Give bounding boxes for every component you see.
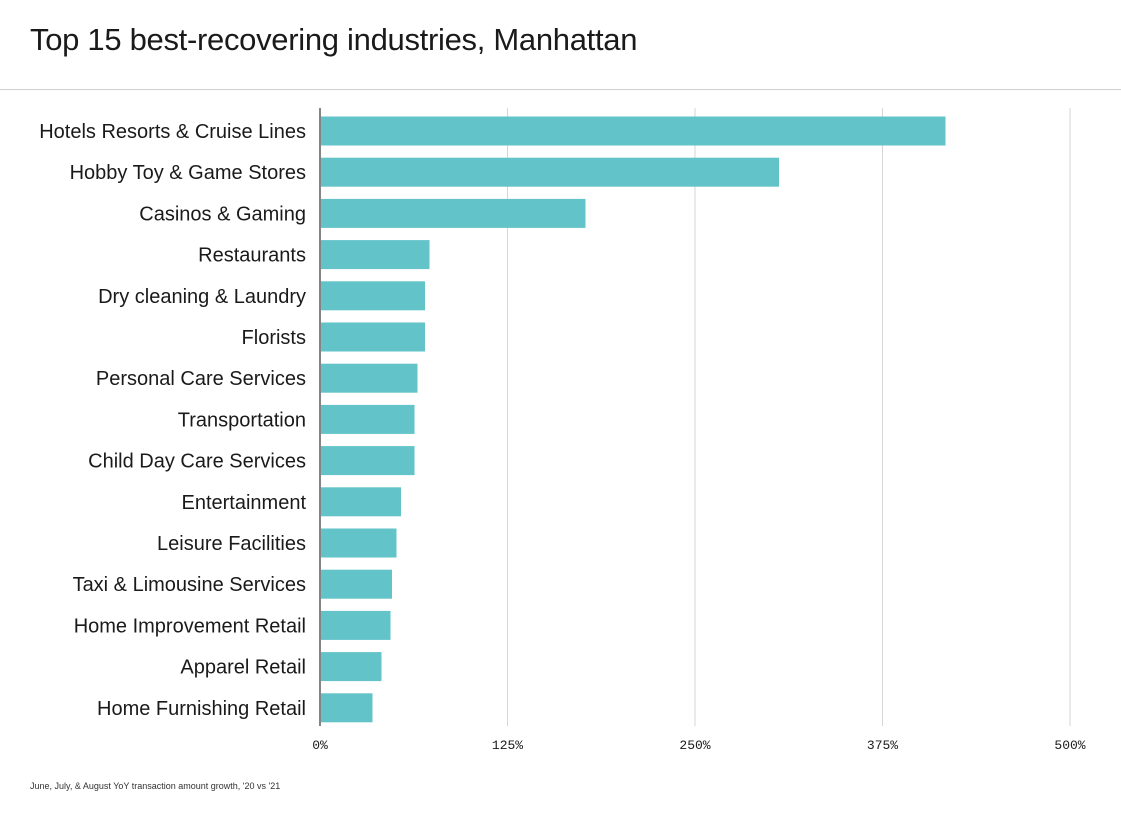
category-label: Hobby Toy & Game Stores: [70, 162, 306, 184]
category-label: Dry cleaning & Laundry: [98, 286, 306, 308]
bar: [321, 404, 415, 434]
x-tick-label: 125%: [492, 738, 523, 753]
bar: [321, 610, 391, 640]
x-tick-label: 0%: [312, 738, 328, 753]
bar: [321, 446, 415, 476]
category-label: Hotels Resorts & Cruise Lines: [39, 121, 306, 143]
bar: [321, 693, 373, 723]
title-divider: [0, 89, 1121, 90]
bar-chart: Hotels Resorts & Cruise Lines Hobby Toy &…: [39, 108, 1086, 753]
category-label: Apparel Retail: [180, 657, 306, 679]
bar: [321, 198, 586, 228]
x-tick-label: 500%: [1054, 738, 1085, 753]
x-tick-label: 250%: [679, 738, 710, 753]
x-tick-labels: 0% 125% 250% 375% 500%: [312, 738, 1086, 753]
chart-title: Top 15 best-recovering industries, Manha…: [30, 22, 638, 57]
bar: [321, 281, 425, 311]
category-label: Entertainment: [181, 492, 306, 514]
bar: [321, 116, 946, 146]
category-label: Taxi & Limousine Services: [73, 574, 306, 596]
category-label: Florists: [242, 327, 306, 349]
category-label: Casinos & Gaming: [139, 203, 306, 225]
bar: [321, 528, 397, 558]
category-label: Leisure Facilities: [157, 533, 306, 555]
bar: [321, 487, 401, 517]
category-label: Restaurants: [198, 245, 306, 267]
category-label: Home Furnishing Retail: [97, 698, 306, 720]
category-label: Personal Care Services: [96, 368, 306, 390]
bars: [321, 116, 946, 723]
bar: [321, 322, 425, 352]
bar: [321, 569, 392, 599]
footnote: June, July, & August YoY transaction amo…: [30, 781, 281, 791]
category-labels: Hotels Resorts & Cruise Lines Hobby Toy &…: [39, 121, 306, 720]
category-label: Child Day Care Services: [88, 451, 306, 473]
bar: [321, 652, 382, 682]
category-label: Home Improvement Retail: [74, 615, 306, 637]
bar: [321, 157, 779, 187]
bar: [321, 240, 430, 270]
x-tick-label: 375%: [867, 738, 898, 753]
bar: [321, 363, 418, 393]
category-label: Transportation: [178, 409, 306, 431]
